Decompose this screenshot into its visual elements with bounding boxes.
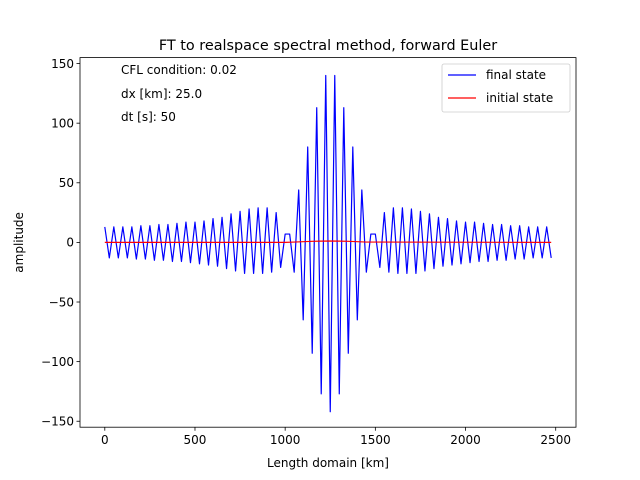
y-tick-label: 0 xyxy=(66,236,74,250)
y-tick-label: 150 xyxy=(51,57,74,71)
x-tick-label: 500 xyxy=(184,433,207,447)
y-tick-label: −50 xyxy=(49,295,74,309)
y-tick-label: 100 xyxy=(51,116,74,130)
annotation-cfl: CFL condition: 0.02 xyxy=(121,63,237,77)
y-tick-label: −100 xyxy=(41,355,74,369)
legend-box xyxy=(441,63,571,113)
x-tick-label: 1500 xyxy=(360,433,391,447)
chart-title: FT to realspace spectral method, forward… xyxy=(159,38,497,54)
annotation-dt: dt [s]: 50 xyxy=(121,110,176,124)
x-tick-label: 0 xyxy=(101,433,109,447)
series-line-initial-state xyxy=(104,240,552,243)
y-tick-label: −150 xyxy=(41,415,74,429)
legend-label-initial-state: initial state xyxy=(486,91,553,105)
annotation-dx: dx [km]: 25.0 xyxy=(121,87,202,101)
annotations: CFL condition: 0.02 dx [km]: 25.0 dt [s]… xyxy=(121,63,237,124)
x-tick-label: 2500 xyxy=(540,433,571,447)
legend-label-final-state: final state xyxy=(486,68,546,82)
x-axis: 0 500 1000 1500 2000 2500 xyxy=(101,427,571,447)
x-axis-label: Length domain [km] xyxy=(267,456,389,470)
y-tick-label: 50 xyxy=(59,176,74,190)
x-tick-label: 2000 xyxy=(450,433,481,447)
x-tick-label: 1000 xyxy=(270,433,301,447)
series-layer xyxy=(104,74,552,413)
y-axis-label: amplitude xyxy=(12,212,26,273)
y-axis: −150 −100 −50 0 50 100 150 xyxy=(41,57,80,429)
legend: final state initial state xyxy=(441,63,571,113)
